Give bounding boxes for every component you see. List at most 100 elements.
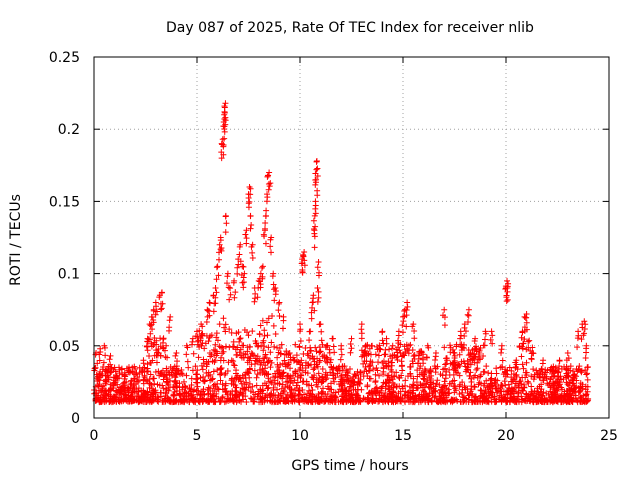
data-point [523, 326, 530, 333]
data-point [493, 365, 500, 372]
data-point [507, 395, 514, 402]
data-point [314, 363, 321, 370]
data-point [266, 183, 273, 190]
data-point [319, 366, 326, 373]
data-point [188, 375, 195, 382]
data-point [329, 335, 336, 342]
data-point [264, 397, 271, 404]
data-point [116, 398, 123, 405]
data-point [143, 368, 150, 375]
data-point [318, 379, 325, 386]
data-point [115, 398, 122, 405]
data-point [465, 396, 472, 403]
data-point [324, 355, 331, 362]
data-point [179, 383, 186, 390]
data-point [223, 220, 230, 227]
data-point [407, 370, 414, 377]
data-point [331, 378, 338, 385]
data-point [242, 351, 249, 358]
data-point [375, 359, 382, 366]
data-point [267, 180, 274, 187]
data-point [384, 372, 391, 379]
data-point [461, 394, 468, 401]
data-point [132, 371, 139, 378]
data-point [144, 368, 151, 375]
data-point [274, 354, 281, 361]
data-point [247, 213, 254, 220]
data-point [394, 349, 401, 356]
data-point [114, 381, 121, 388]
data-point [499, 357, 506, 364]
data-point [468, 375, 475, 382]
data-point [192, 363, 199, 370]
data-point [194, 391, 201, 398]
data-point [397, 393, 404, 400]
data-point [236, 243, 243, 250]
data-point [170, 384, 177, 391]
data-point [556, 357, 563, 364]
data-point [172, 377, 179, 384]
data-point [146, 352, 153, 359]
data-point [250, 398, 257, 405]
data-point [335, 388, 342, 395]
data-point [471, 337, 478, 344]
data-point [349, 392, 356, 399]
data-point [519, 374, 526, 381]
data-point [106, 398, 113, 405]
data-point [193, 387, 200, 394]
data-point [547, 366, 554, 373]
data-point [216, 241, 223, 248]
data-point [406, 364, 413, 371]
data-point [102, 352, 109, 359]
data-point [475, 381, 482, 388]
data-point [513, 371, 520, 378]
data-point [260, 355, 267, 362]
data-point [173, 350, 180, 357]
data-point [357, 369, 364, 376]
data-point [420, 360, 427, 367]
data-point [287, 379, 294, 386]
data-point [251, 367, 258, 374]
data-point [323, 375, 330, 382]
data-point [327, 386, 334, 393]
data-point [549, 370, 556, 377]
data-point [167, 377, 174, 384]
data-point [284, 391, 291, 398]
data-point [199, 340, 206, 347]
data-point [237, 258, 244, 265]
data-point [467, 349, 474, 356]
data-point [183, 351, 190, 358]
data-point [124, 365, 131, 372]
data-point [199, 332, 206, 339]
data-point [201, 378, 208, 385]
data-point [248, 243, 255, 250]
data-point [186, 399, 193, 406]
data-point [219, 381, 226, 388]
data-point [468, 392, 475, 399]
data-point [543, 390, 550, 397]
data-point [121, 379, 128, 386]
data-point [169, 367, 176, 374]
data-point [233, 330, 240, 337]
data-point [237, 335, 244, 342]
data-point [581, 318, 588, 325]
data-point [511, 384, 518, 391]
data-point [269, 313, 276, 320]
data-point [262, 393, 269, 400]
data-point [437, 371, 444, 378]
data-point [310, 217, 317, 224]
data-point [483, 363, 490, 370]
data-point [262, 225, 269, 232]
data-point [122, 391, 129, 398]
data-point [279, 325, 286, 332]
data-point [249, 254, 256, 261]
data-point [476, 349, 483, 356]
data-point [477, 373, 484, 380]
data-point [163, 375, 170, 382]
data-point [259, 275, 266, 282]
data-point [478, 380, 485, 387]
data-point [135, 385, 142, 392]
data-point [572, 388, 579, 395]
data-point [563, 372, 570, 379]
